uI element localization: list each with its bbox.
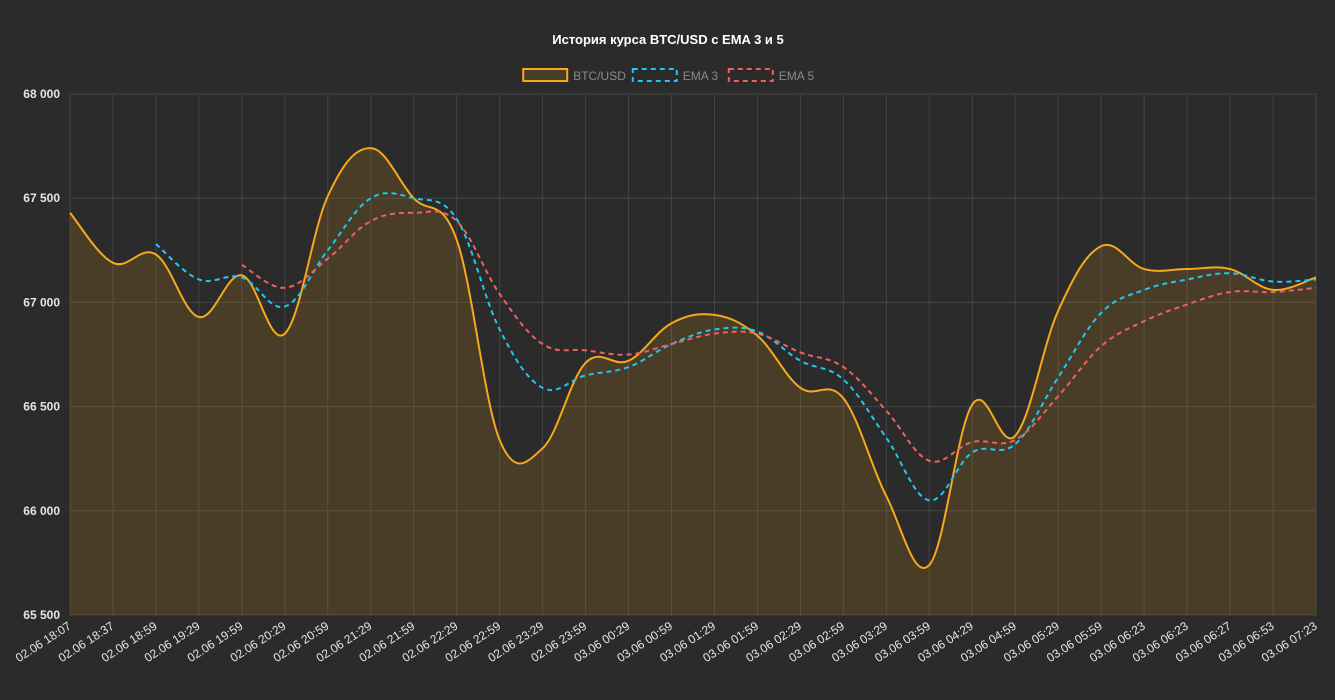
series-line-ema-3 <box>155 192 1317 502</box>
y-tick-label: 65 500 <box>23 608 60 622</box>
legend-label: EMA 3 <box>683 69 719 83</box>
legend-swatch <box>727 68 774 82</box>
legend-label: BTC/USD <box>573 69 626 83</box>
legend-label: EMA 5 <box>779 69 815 83</box>
series-line-btc-usd <box>69 147 1317 569</box>
y-tick-label: 67 500 <box>23 191 60 205</box>
chart-title: История курса BTC/USD с EMA 3 и 5 <box>552 32 784 47</box>
legend-item-ema-3[interactable]: EMA 3 <box>631 68 719 83</box>
series-line-ema-5 <box>241 210 1317 463</box>
y-tick-label: 66 500 <box>23 400 60 414</box>
legend-swatch <box>522 68 569 82</box>
y-tick-label: 68 000 <box>23 87 60 101</box>
y-tick-label: 67 000 <box>23 295 60 309</box>
legend-item-btc-usd[interactable]: BTC/USD <box>522 68 626 83</box>
legend-item-ema-5[interactable]: EMA 5 <box>727 68 815 83</box>
series-layer <box>69 147 1317 615</box>
chart-legend[interactable]: BTC/USD EMA 3 EMA 5 <box>522 68 815 83</box>
y-tick-label: 66 000 <box>23 504 60 518</box>
y-axis-ticks: 68 000 67 500 67 000 66 500 66 000 65 500 <box>23 87 60 622</box>
series-area-btc-usd <box>70 148 1316 615</box>
grid <box>69 93 1317 616</box>
legend-swatch <box>631 68 678 82</box>
